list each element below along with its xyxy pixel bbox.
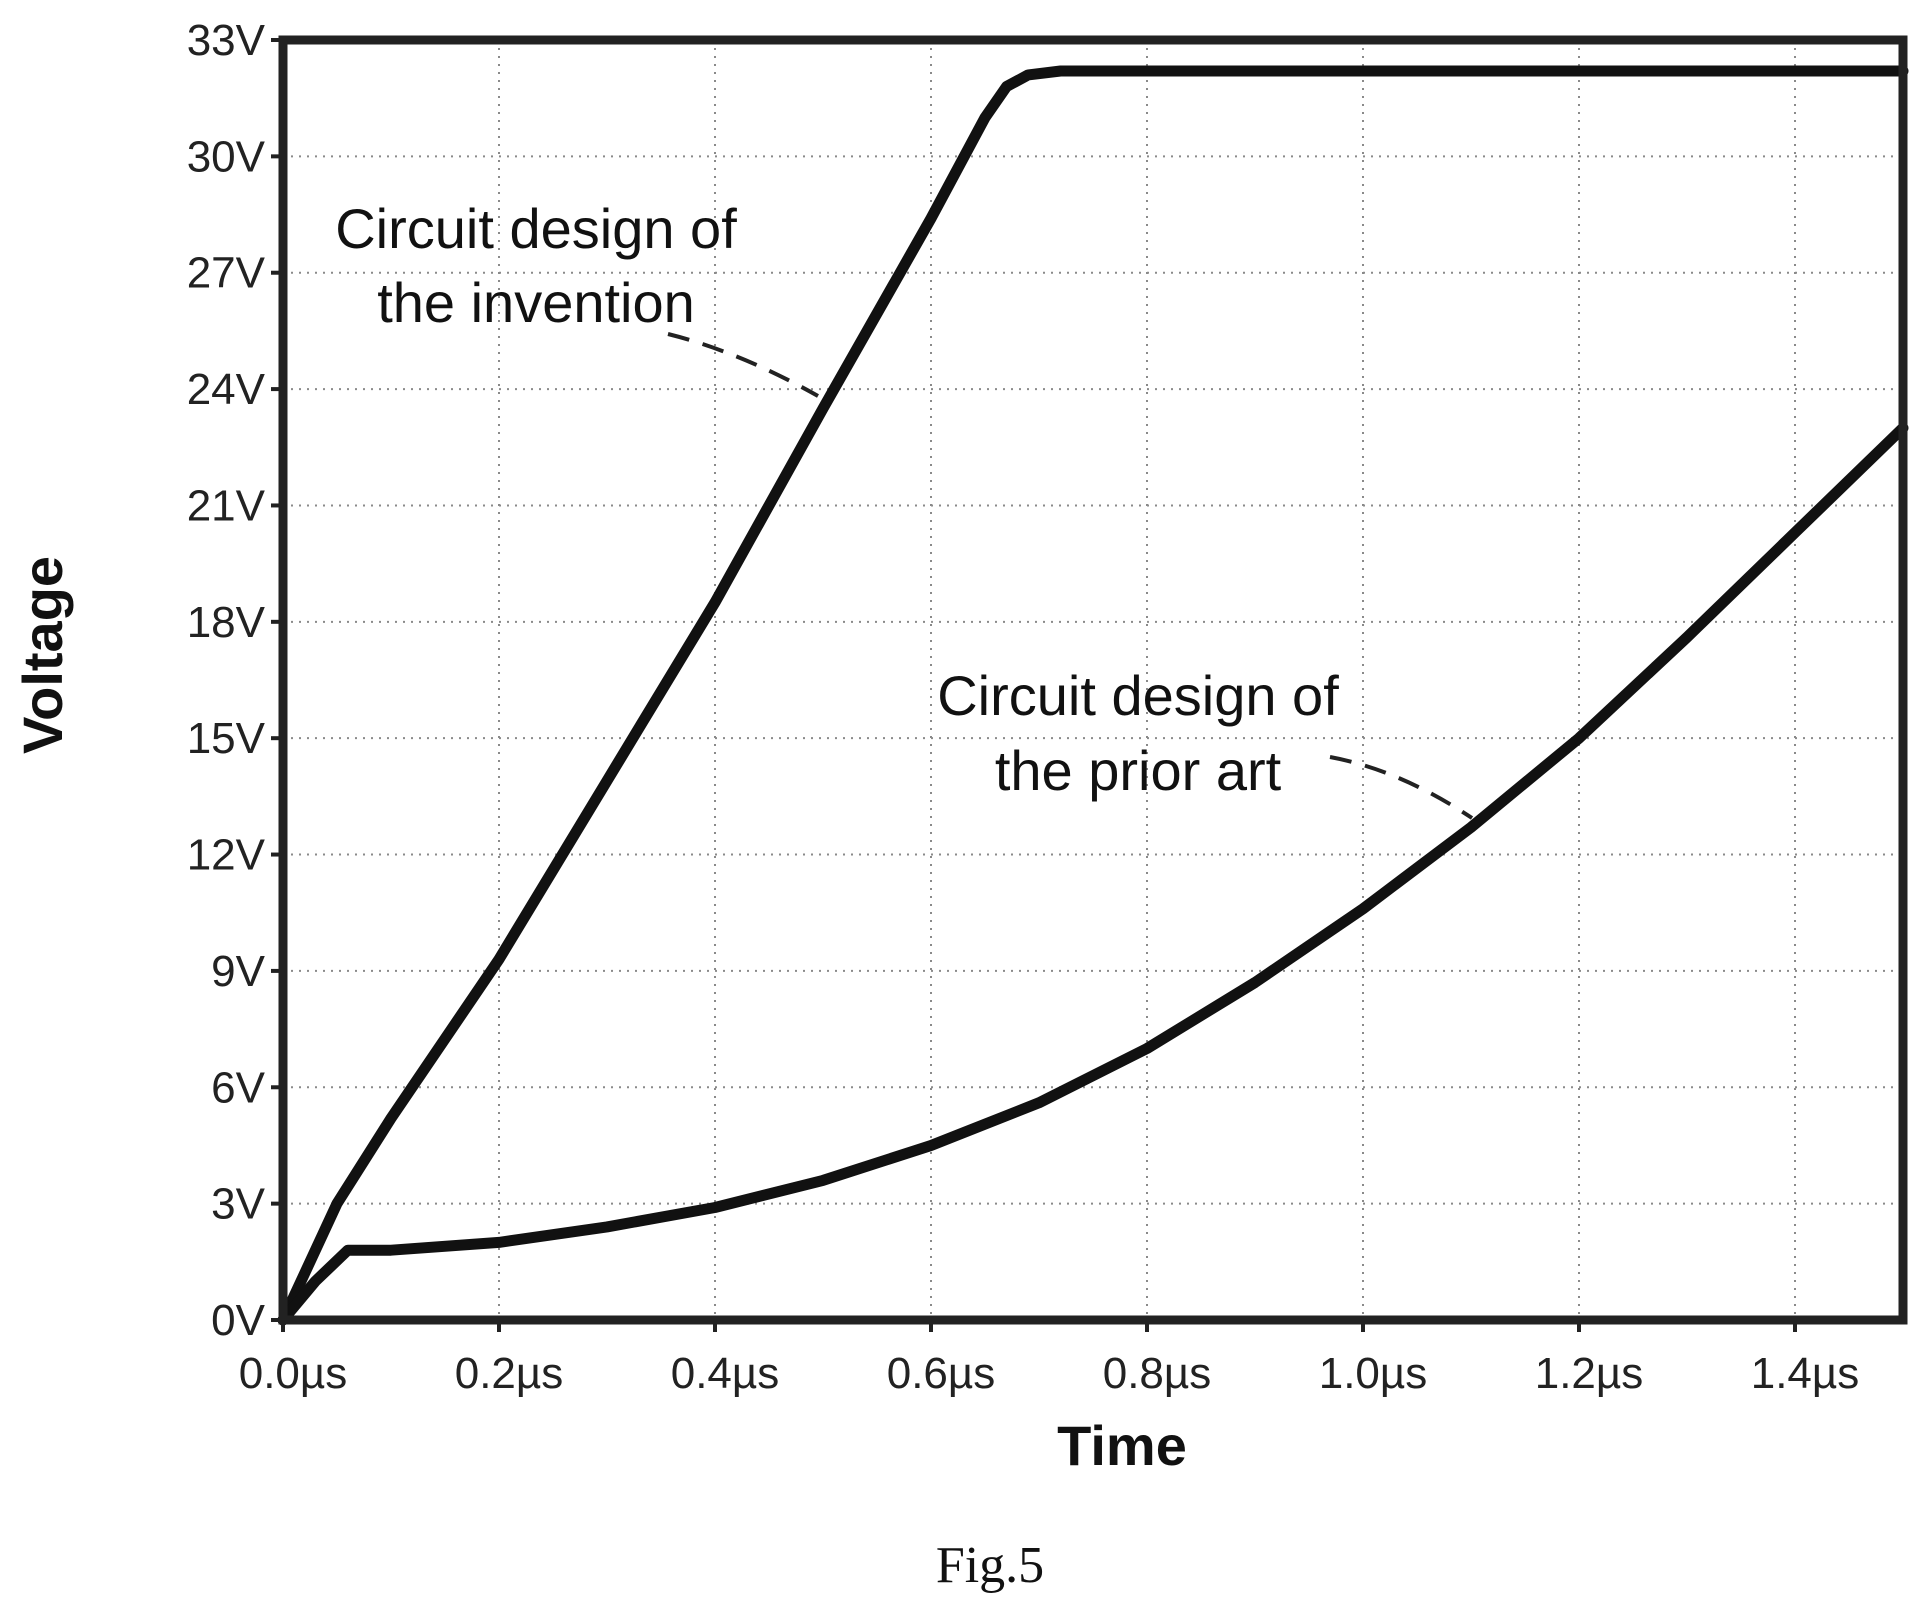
y-tick-label-11: 33V [187, 16, 266, 65]
annotation-invention-line-1: Circuit design of [335, 197, 737, 260]
annotation-prior-art-line-1: Circuit design of [937, 664, 1339, 727]
x-tick-label-0: 0.0µs [239, 1349, 348, 1398]
y-tick-label-7: 21V [187, 481, 266, 530]
y-tick-label-4: 12V [187, 831, 266, 880]
y-tick-label-9: 27V [187, 249, 266, 298]
x-tick-label-4: 0.8µs [1103, 1349, 1212, 1398]
x-tick-label-6: 1.2µs [1535, 1349, 1644, 1398]
y-tick-label-10: 30V [187, 132, 266, 181]
figure-caption: Fig.5 [936, 1537, 1044, 1594]
y-tick-label-8: 24V [187, 365, 266, 414]
annotation-invention: Circuit design of the invention [335, 197, 819, 398]
annotation-prior-art-line-2: the prior art [995, 739, 1282, 802]
x-tick-label-7: 1.4µs [1751, 1349, 1860, 1398]
annotation-invention-line-2: the invention [377, 271, 695, 334]
annotation-prior-art-leader [1329, 755, 1474, 820]
series-line-invention [277, 65, 1909, 1326]
x-tick-label-2: 0.4µs [671, 1349, 780, 1398]
annotation-invention-leader [667, 332, 819, 398]
y-tick-label-1: 3V [211, 1180, 265, 1229]
x-axis-title: Time [1057, 1414, 1187, 1477]
x-axis-ticks: 0.0µs 0.2µs 0.4µs 0.6µs 0.8µs 1.0µs 1.2µs 1.4µs [239, 1320, 1860, 1398]
x-tick-label-5: 1.0µs [1319, 1349, 1428, 1398]
plot-frame [278, 35, 1908, 1325]
y-axis-title: Voltage [11, 556, 74, 754]
x-tick-label-1: 0.2µs [455, 1349, 564, 1398]
annotation-prior-art: Circuit design of the prior art [937, 664, 1474, 820]
y-tick-label-0: 0V [211, 1296, 265, 1345]
y-tick-label-6: 18V [187, 598, 266, 647]
y-tick-label-5: 15V [187, 714, 266, 763]
series-lines [277, 65, 1909, 1326]
series-line-prior-art [277, 422, 1909, 1326]
y-tick-label-3: 9V [211, 947, 265, 996]
x-tick-label-3: 0.6µs [887, 1349, 996, 1398]
y-tick-label-2: 6V [211, 1063, 265, 1112]
y-axis-ticks: 0V 3V 6V 9V 12V 15V 18V 21V 24V 27V 30V 33V [187, 16, 283, 1345]
